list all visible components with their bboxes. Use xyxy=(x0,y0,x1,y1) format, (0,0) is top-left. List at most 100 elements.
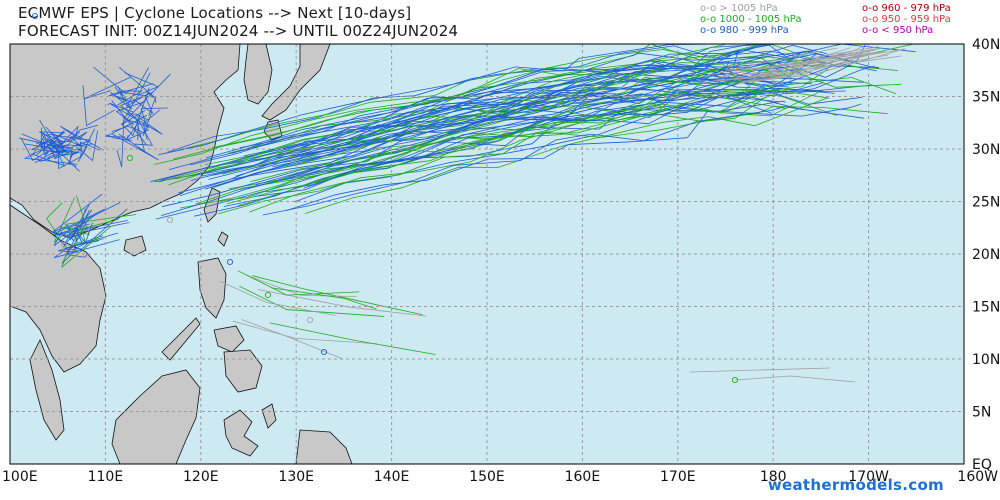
ensemble-track xyxy=(161,89,760,208)
ensemble-track xyxy=(134,118,153,146)
ensemble-track xyxy=(61,153,80,172)
longitude-labels: 100E 110E 120E 130E 140E 150E 160E 170E 180 170W 1… xyxy=(2,469,998,485)
ensemble-track xyxy=(175,74,792,180)
track-point xyxy=(731,376,739,384)
track-point xyxy=(320,348,328,356)
ensemble-track xyxy=(205,79,813,190)
ensemble-track xyxy=(237,270,360,296)
ensemble-track xyxy=(178,82,793,194)
ensemble-track xyxy=(736,53,864,85)
latitude-label: 35N xyxy=(972,90,1000,106)
ensemble-track xyxy=(79,141,101,152)
ensemble-track xyxy=(741,53,871,83)
mindanao xyxy=(223,349,263,393)
ensemble-track xyxy=(72,219,89,244)
ensemble-track xyxy=(112,133,159,161)
ensemble-track xyxy=(118,66,157,99)
map-title: ECMWF EPS | Cyclone Locations --> Next [… xyxy=(18,4,412,22)
ensemble-track xyxy=(51,193,103,234)
longitude-label: 150E xyxy=(469,469,505,485)
ensemble-track xyxy=(72,131,88,141)
longitude-label: 160E xyxy=(565,469,601,485)
track-point xyxy=(31,12,39,20)
ensemble-track xyxy=(738,54,889,80)
ensemble-track xyxy=(223,100,786,207)
legend-960-979: o-o 960 - 979 hPa xyxy=(862,3,951,14)
ensemble-track xyxy=(196,70,813,176)
ensemble-track xyxy=(83,76,132,100)
ensemble-track xyxy=(172,43,761,160)
longitude-label: 100E xyxy=(2,469,38,485)
ensemble-track xyxy=(51,132,82,147)
ensemble-track xyxy=(40,127,60,152)
latitude-label: 40N xyxy=(972,37,1000,53)
ensemble-track xyxy=(155,95,772,220)
ensemble-track xyxy=(262,106,865,216)
track-point xyxy=(58,146,66,154)
longitude-label: 130E xyxy=(278,469,314,485)
legend-lt950: o-o < 950 hPa xyxy=(862,25,934,36)
ensemble-track xyxy=(68,223,86,248)
ensemble-track xyxy=(125,67,149,108)
ensemble-track xyxy=(247,275,357,298)
ensemble-track xyxy=(66,229,83,251)
ensemble-track xyxy=(303,63,877,176)
track-point xyxy=(166,216,174,224)
ensemble-track xyxy=(228,43,814,154)
longitude-label: 140E xyxy=(374,469,410,485)
ensemble-track xyxy=(52,208,105,236)
legend-980-999: o-o 980 - 999 hPa xyxy=(700,25,789,36)
map-frame xyxy=(9,43,965,465)
latitude-label: 5N xyxy=(972,405,991,421)
longitude-label: 110E xyxy=(88,469,124,485)
longitude-label: 180 xyxy=(760,469,787,485)
ensemble-track xyxy=(239,285,385,317)
longitude-label: 120E xyxy=(183,469,219,485)
philippines-north xyxy=(217,231,229,247)
ensemble-track xyxy=(110,86,133,110)
ensemble-track xyxy=(76,222,93,243)
ensemble-track xyxy=(142,111,153,136)
ensemble-track xyxy=(40,132,62,159)
ensemble-track xyxy=(254,90,846,197)
ensemble-track xyxy=(53,239,120,259)
latitude-label: 20N xyxy=(972,247,1000,263)
ensemble-track xyxy=(72,195,90,236)
borneo xyxy=(111,369,201,465)
korea-peninsula xyxy=(243,43,273,105)
ensemble-track xyxy=(719,53,841,82)
lat-lon-grid xyxy=(10,44,964,465)
ensemble-track xyxy=(285,103,862,211)
ensemble-track xyxy=(167,43,765,153)
track-point xyxy=(306,316,314,324)
ensemble-track xyxy=(731,48,879,72)
longitude-label: 170E xyxy=(660,469,696,485)
ensemble-track xyxy=(734,375,856,383)
ensemble-track xyxy=(704,47,838,77)
ensemble-track xyxy=(93,66,130,95)
track-point xyxy=(126,154,134,162)
visayas xyxy=(213,325,245,353)
ensemble-track xyxy=(40,132,65,146)
ensemble-track xyxy=(57,154,82,170)
ensemble-track xyxy=(116,116,125,168)
ensemble-track xyxy=(41,138,46,152)
ensemble-track xyxy=(61,226,111,269)
ensemble-track xyxy=(140,107,168,126)
ensemble-track xyxy=(111,125,144,133)
latitude-label: 10N xyxy=(972,352,1000,368)
latitude-label: EQ xyxy=(972,457,992,473)
longitude-label: 160W xyxy=(957,469,998,485)
ensemble-track xyxy=(72,240,100,251)
ensemble-track xyxy=(58,232,119,253)
ensemble-track xyxy=(210,69,800,188)
ensemble-track xyxy=(301,64,902,176)
latitude-label: 15N xyxy=(972,300,1000,316)
ensemble-track xyxy=(198,92,786,205)
ensemble-track xyxy=(161,95,780,216)
malay-peninsula xyxy=(29,339,65,441)
ensemble-track xyxy=(168,49,739,170)
ensemble-track xyxy=(232,43,794,154)
ensemble-track xyxy=(269,322,436,355)
